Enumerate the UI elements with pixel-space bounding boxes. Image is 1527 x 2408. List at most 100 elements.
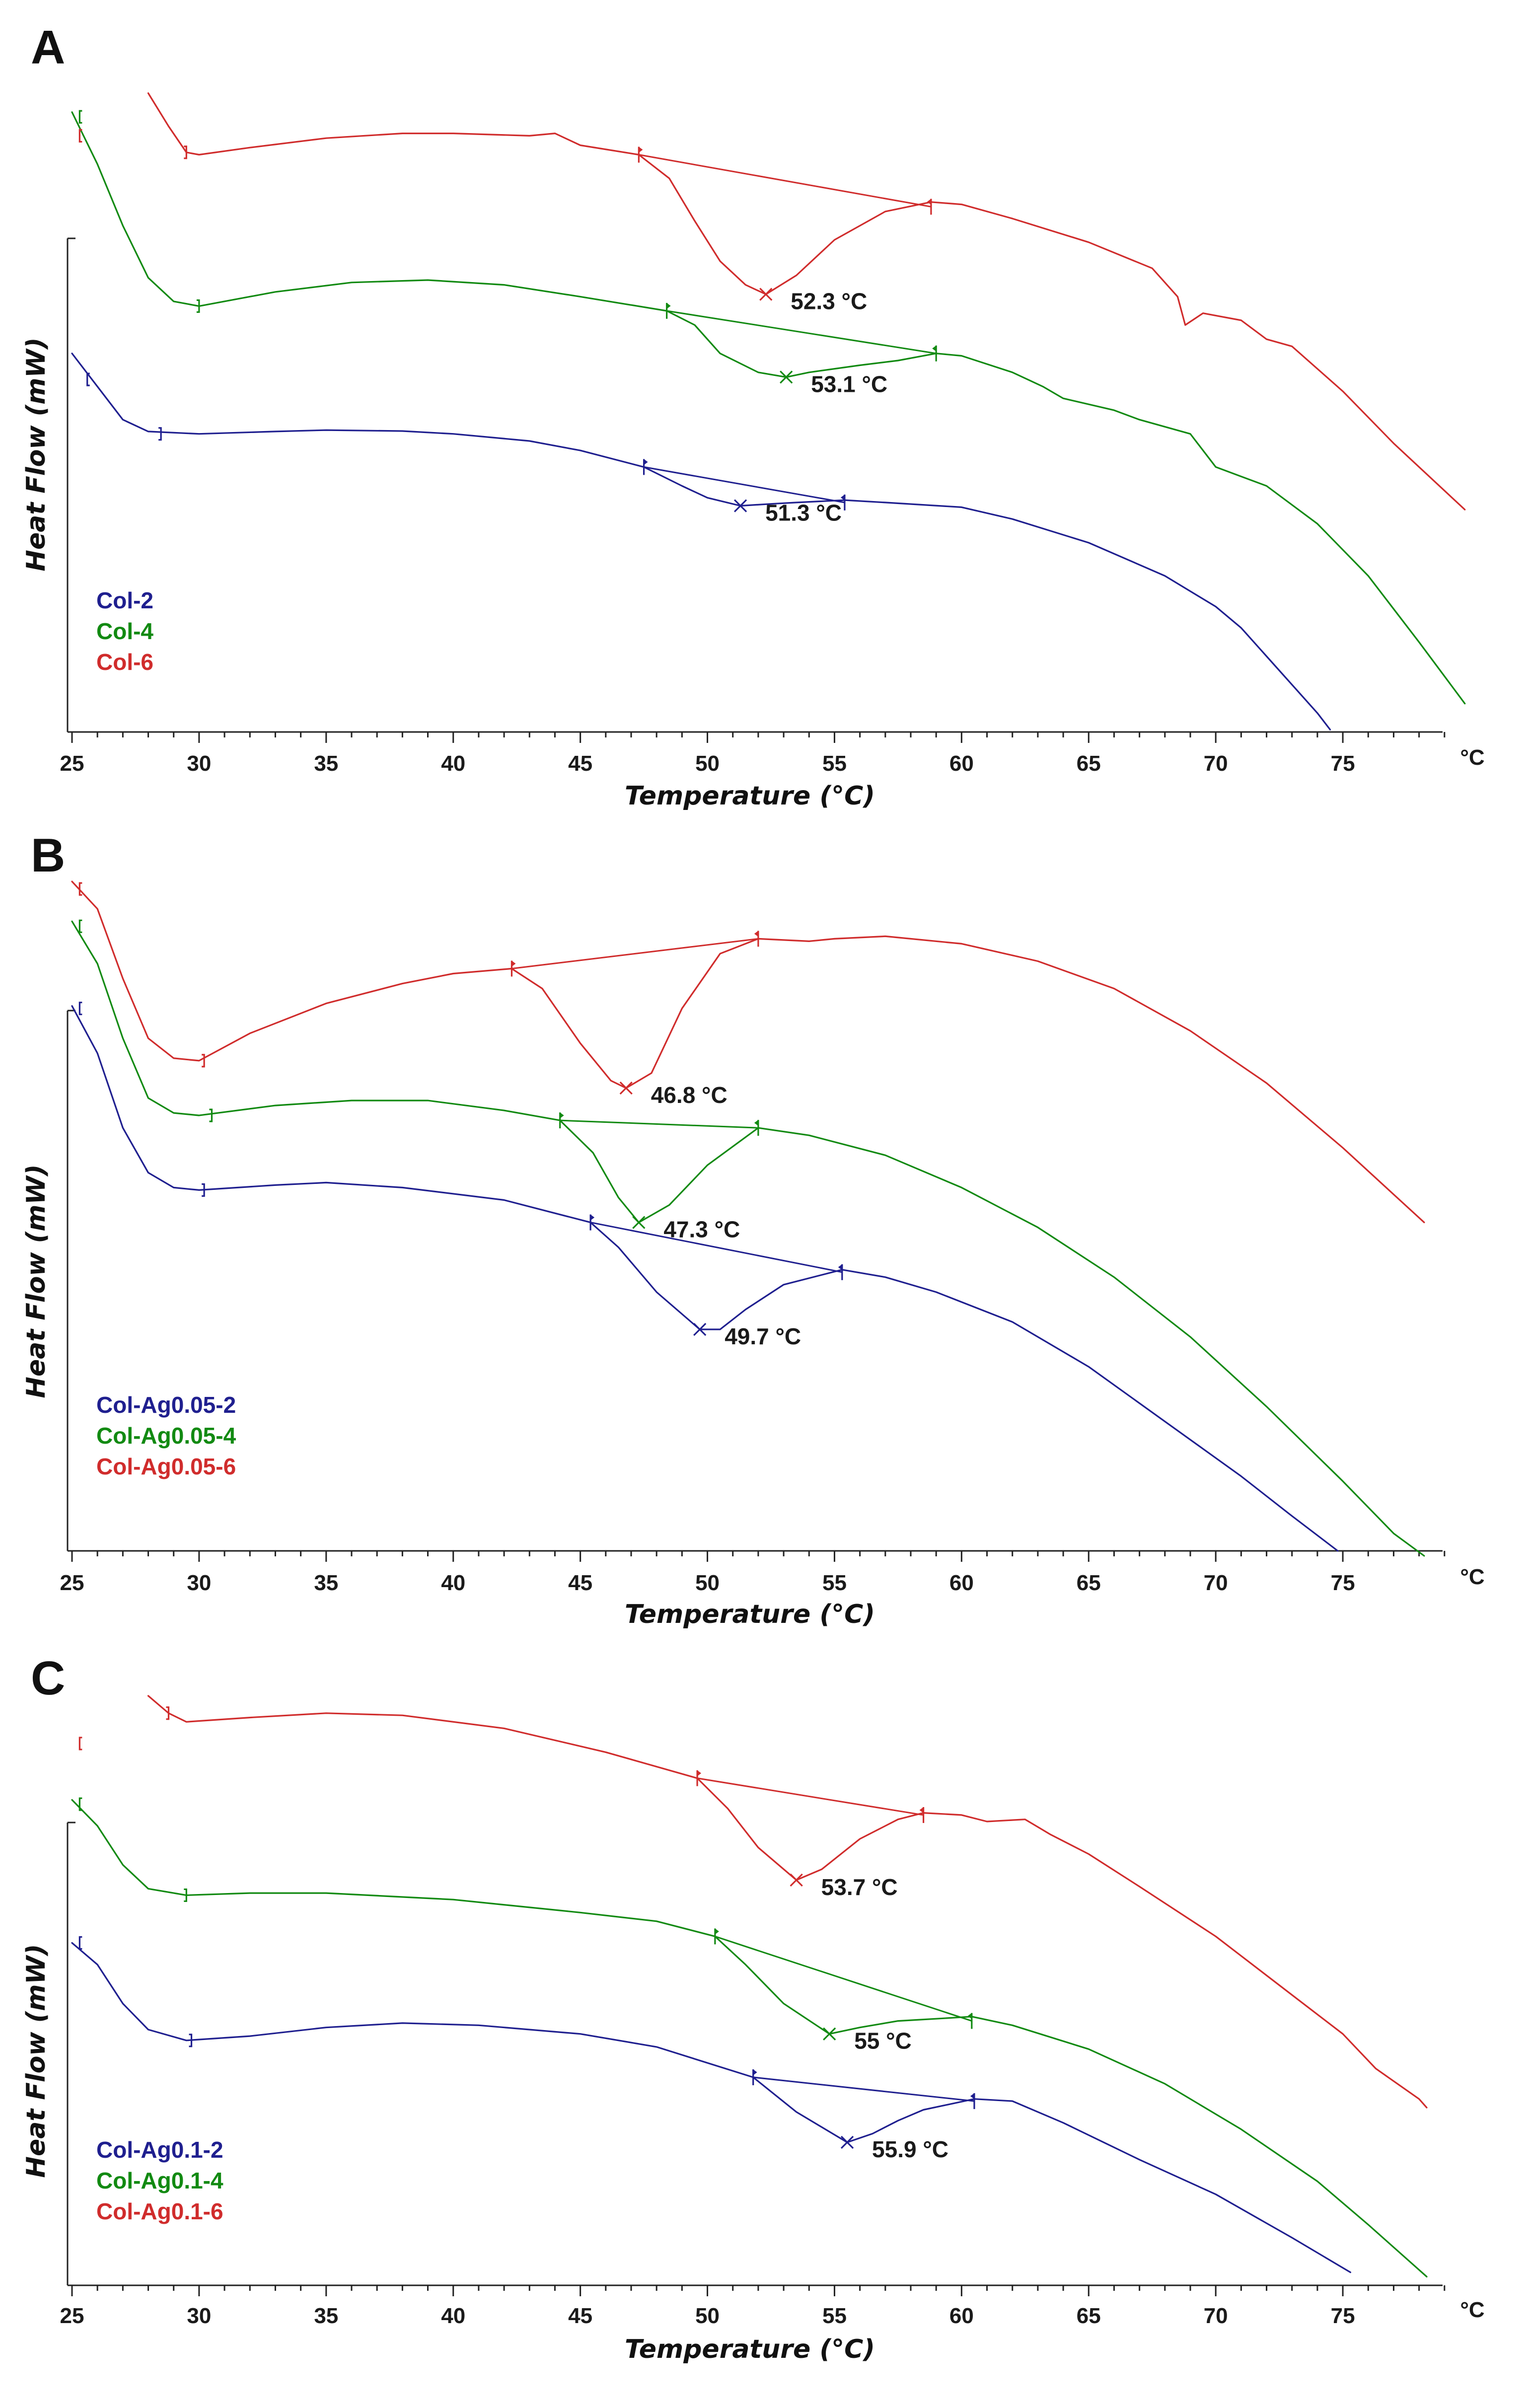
dsc-curve <box>71 1942 1351 2273</box>
x-tick-label: 45 <box>568 1571 592 1595</box>
marker-flag <box>927 199 931 205</box>
marker-flag <box>967 2013 972 2019</box>
marker-flag <box>666 302 671 309</box>
start-bracket <box>78 1936 82 1950</box>
x-tick-label: 70 <box>1204 1571 1228 1595</box>
integration-baseline <box>644 466 845 504</box>
x-tick-label: 75 <box>1331 751 1355 776</box>
series-col-4: 53.1 °C <box>71 110 1466 705</box>
panel-a: A 25 30 35 40 45 50 55 60 65 70 75 °C Temperature (°C… <box>21 21 1485 811</box>
peak-temperature-label: 55.9 °C <box>872 2136 948 2162</box>
integration-baseline <box>639 154 932 208</box>
series-col-ag0-05-6: 46.8 °C <box>71 880 1425 1224</box>
series-col-ag0-1-4: 55 °C <box>71 1797 1428 2278</box>
dsc-curve <box>71 1005 1339 1552</box>
end-bracket <box>184 1888 187 1902</box>
series-col-ag0-1-2: 55.9 °C <box>71 1936 1351 2273</box>
x-tick-label: 55 <box>822 2304 847 2328</box>
x-tick-label: 60 <box>949 751 974 776</box>
marker-flag <box>715 1928 719 1935</box>
marker-flag <box>970 2093 974 2100</box>
peak-marker <box>619 1081 633 1095</box>
x-tick-label: 45 <box>568 2304 592 2328</box>
integration-baseline <box>715 1935 972 2022</box>
legend-entry: Col-4 <box>96 618 153 644</box>
x-unit-label: °C <box>1460 2298 1484 2322</box>
peak-temperature-label: 47.3 °C <box>663 1217 740 1242</box>
marker-flag <box>560 1112 564 1119</box>
end-bracket <box>202 1054 205 1068</box>
x-unit-label: °C <box>1460 745 1484 770</box>
start-bracket <box>78 919 82 933</box>
marker-flag <box>919 1807 924 1813</box>
panel-letter: C <box>31 1652 65 1705</box>
end-bracket <box>184 146 187 159</box>
dsc-curve <box>147 92 1466 511</box>
x-tick-label: 30 <box>187 751 211 776</box>
legend-entry: Col-6 <box>96 649 153 675</box>
x-tick-label: 50 <box>695 2304 720 2328</box>
marker-flag <box>754 1120 758 1126</box>
x-tick-label: 30 <box>187 1571 211 1595</box>
series-col-ag0-05-4: 47.3 °C <box>71 919 1425 1557</box>
dsc-curve <box>71 1799 1428 2278</box>
series-col-ag0-05-2: 49.7 °C <box>71 1002 1339 1552</box>
peak-marker <box>823 2027 836 2041</box>
end-bracket <box>158 427 162 441</box>
peak-temperature-label: 51.3 °C <box>765 500 842 526</box>
end-bracket <box>189 2034 193 2047</box>
marker-flag <box>838 1264 842 1270</box>
marker-flag <box>753 2069 757 2076</box>
peak-marker <box>632 1216 646 1229</box>
marker-flag <box>590 1214 595 1221</box>
panel-letter: B <box>31 829 65 882</box>
start-bracket <box>78 110 82 124</box>
x-tick-label: 60 <box>949 1571 974 1595</box>
end-bracket <box>196 299 200 313</box>
series-col-6: 52.3 °C <box>78 92 1466 511</box>
x-tick-label: 75 <box>1331 2304 1355 2328</box>
dsc-curve <box>71 920 1425 1557</box>
x-tick-label: 35 <box>314 751 338 776</box>
start-bracket <box>78 882 82 896</box>
panel-c: C 25 30 35 40 45 50 55 60 65 70 75 °C Temperature (°C… <box>21 1652 1485 2364</box>
x-tick-label: 75 <box>1331 1571 1355 1595</box>
marker-flag <box>932 345 937 352</box>
peak-marker <box>759 288 773 301</box>
dsc-curve <box>147 1695 1428 2109</box>
x-tick-label: 35 <box>314 1571 338 1595</box>
x-tick-label: 25 <box>60 751 84 776</box>
x-axis-title: Temperature (°C) <box>625 2335 875 2364</box>
series-col-ag0-1-6: 53.7 °C <box>78 1695 1428 2109</box>
peak-temperature-label: 53.7 °C <box>821 1874 898 1900</box>
marker-flag <box>644 459 648 465</box>
legend-entry: Col-Ag0.05-6 <box>96 1454 236 1479</box>
legend-entry: Col-Ag0.1-4 <box>96 2168 223 2193</box>
peak-marker <box>840 2135 854 2149</box>
legend-entry: Col-Ag0.05-2 <box>96 1392 236 1418</box>
x-tick-label: 45 <box>568 751 592 776</box>
peak-marker <box>780 370 793 384</box>
peak-temperature-label: 52.3 °C <box>791 289 867 314</box>
series-col-2: 51.3 °C <box>71 353 1331 730</box>
x-tick-label: 60 <box>949 2304 974 2328</box>
integration-baseline <box>560 1119 758 1129</box>
integration-baseline <box>666 310 937 355</box>
end-bracket <box>166 1706 170 1720</box>
integration-baseline <box>697 1777 924 1816</box>
start-bracket <box>78 1002 82 1016</box>
x-tick-label: 65 <box>1077 2304 1101 2328</box>
x-tick-label: 35 <box>314 2304 338 2328</box>
x-tick-label: 65 <box>1077 1571 1101 1595</box>
x-axis-title: Temperature (°C) <box>625 1600 875 1629</box>
x-tick-label: 40 <box>441 1571 465 1595</box>
peak-temperature-label: 46.8 °C <box>651 1082 727 1108</box>
dsc-curve <box>71 880 1425 1224</box>
peak-marker <box>693 1322 707 1336</box>
peak-marker <box>733 499 747 512</box>
panel-letter: A <box>31 21 65 74</box>
dsc-curve <box>71 111 1466 705</box>
peak-temperature-label: 53.1 °C <box>811 371 887 397</box>
legend-entry: Col-Ag0.05-4 <box>96 1423 236 1449</box>
x-unit-label: °C <box>1460 1565 1484 1589</box>
